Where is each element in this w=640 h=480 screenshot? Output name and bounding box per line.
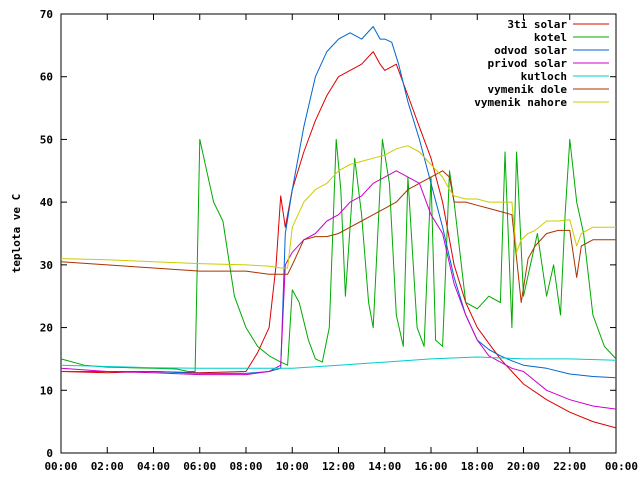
series-line-vymenik-nahore [60,145,616,269]
x-tick-label: 00:00 [44,460,77,473]
x-tick-label: 02:00 [91,460,124,473]
legend-label-3ti-solar: 3ti solar [507,18,567,31]
legend-label-privod-solar: privod solar [488,57,568,70]
y-tick-label: 10 [40,384,53,397]
y-tick-label: 40 [40,196,53,209]
legend-label-vymenik-dole: vymenik dole [488,83,568,96]
x-axis: 00:00 02:00 04:00 06:00 08:00 10:00 12:00 14:00… [44,14,638,473]
series-lines [60,26,617,429]
x-tick-label: 20:00 [507,460,540,473]
series-line-kutloch [60,356,617,369]
x-tick-label: 00:00 [605,460,638,473]
legend-label-vymenik-nahore: vymenik nahore [474,96,567,109]
x-tick-label: 14:00 [368,460,401,473]
y-tick-label: 0 [46,447,53,460]
y-tick-label: 20 [40,322,53,335]
legend-label-kotel: kotel [534,31,567,44]
series-line-3ti-solar [60,51,617,429]
series-line-privod-solar [60,170,617,410]
x-tick-label: 16:00 [414,460,447,473]
y-axis: 0 10 20 30 40 50 60 70 [40,8,616,460]
x-tick-label: 10:00 [276,460,309,473]
y-tick-label: 70 [40,8,53,21]
y-axis-title: teplota ve C [10,194,23,273]
x-tick-label: 12:00 [322,460,355,473]
series-line-odvod-solar [61,26,617,379]
legend-label-kutloch: kutloch [521,70,567,83]
series-line-kotel [60,138,617,372]
x-tick-label: 18:00 [461,460,494,473]
legend-label-odvod-solar: odvod solar [494,44,567,57]
x-tick-label: 22:00 [553,460,586,473]
x-tick-label: 08:00 [229,460,262,473]
y-tick-label: 60 [40,71,53,84]
x-tick-label: 06:00 [183,460,216,473]
series-line-vymenik-dole [60,170,616,303]
x-tick-label: 04:00 [137,460,170,473]
y-tick-label: 50 [40,133,53,146]
y-tick-label: 30 [40,259,53,272]
